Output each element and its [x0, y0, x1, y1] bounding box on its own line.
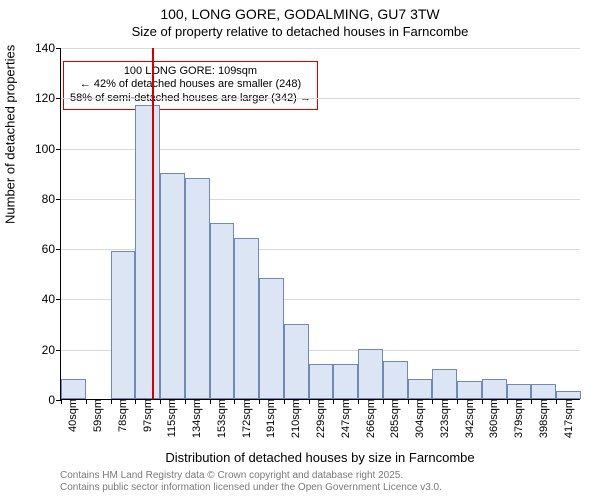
histogram-bar	[309, 364, 334, 399]
histogram-bar	[531, 384, 556, 399]
annotation-smaller: ← 42% of detached houses are smaller (24…	[70, 78, 311, 92]
histogram-bar	[333, 364, 358, 399]
x-tick-label: 417sqm	[563, 399, 575, 438]
histogram-bar	[210, 223, 235, 399]
y-tick-label: 140	[35, 41, 55, 55]
x-tick-label: 210sqm	[290, 399, 302, 438]
x-tick-mark	[333, 399, 334, 404]
y-tick-label: 0	[48, 393, 55, 407]
x-tick-mark	[457, 399, 458, 404]
x-tick-mark	[61, 399, 62, 404]
y-tick-label: 40	[42, 292, 55, 306]
histogram-bar	[507, 384, 532, 399]
x-tick-label: 304sqm	[414, 399, 426, 438]
histogram-bar	[185, 178, 210, 399]
x-tick-mark	[383, 399, 384, 404]
x-tick-label: 266sqm	[365, 399, 377, 438]
y-tick-label: 100	[35, 142, 55, 156]
histogram-bar	[160, 173, 185, 399]
plot-area: 100 LONG GORE: 109sqm ← 42% of detached …	[60, 48, 580, 400]
x-tick-label: 40sqm	[67, 399, 79, 432]
y-tick-mark	[56, 199, 61, 200]
x-axis-label: Distribution of detached houses by size …	[60, 450, 580, 465]
histogram-bar	[358, 349, 383, 399]
x-tick-label: 323sqm	[439, 399, 451, 438]
x-tick-label: 153sqm	[216, 399, 228, 438]
y-tick-label: 60	[42, 242, 55, 256]
histogram-bar	[284, 324, 309, 399]
x-tick-mark	[556, 399, 557, 404]
x-tick-mark	[259, 399, 260, 404]
x-tick-mark	[86, 399, 87, 404]
x-tick-label: 78sqm	[117, 399, 129, 432]
x-tick-mark	[507, 399, 508, 404]
histogram-bar	[556, 391, 581, 399]
histogram-bar	[482, 379, 507, 399]
x-tick-mark	[531, 399, 532, 404]
histogram-bar	[408, 379, 433, 399]
footer-line-2: Contains public sector information licen…	[60, 482, 442, 494]
x-tick-mark	[111, 399, 112, 404]
x-tick-mark	[284, 399, 285, 404]
histogram-bar	[457, 381, 482, 399]
x-tick-label: 97sqm	[142, 399, 154, 432]
histogram-bar	[61, 379, 86, 399]
y-tick-label: 20	[42, 343, 55, 357]
x-tick-mark	[408, 399, 409, 404]
x-tick-label: 360sqm	[488, 399, 500, 438]
property-size-histogram: 100, LONG GORE, GODALMING, GU7 3TW Size …	[0, 0, 600, 500]
x-tick-label: 285sqm	[389, 399, 401, 438]
x-tick-label: 134sqm	[191, 399, 203, 438]
property-marker-line	[152, 48, 154, 399]
chart-footer: Contains HM Land Registry data © Crown c…	[60, 470, 442, 494]
x-tick-label: 59sqm	[92, 399, 104, 432]
y-tick-label: 80	[42, 192, 55, 206]
gridline	[61, 98, 580, 99]
x-tick-mark	[160, 399, 161, 404]
x-tick-label: 172sqm	[241, 399, 253, 438]
histogram-bar	[432, 369, 457, 399]
x-tick-label: 191sqm	[265, 399, 277, 438]
y-tick-label: 120	[35, 91, 55, 105]
y-tick-mark	[56, 149, 61, 150]
x-tick-label: 342sqm	[464, 399, 476, 438]
histogram-bar	[383, 361, 408, 399]
x-tick-label: 247sqm	[340, 399, 352, 438]
histogram-bar	[259, 278, 284, 399]
y-tick-mark	[56, 350, 61, 351]
x-tick-mark	[185, 399, 186, 404]
x-tick-mark	[482, 399, 483, 404]
x-tick-label: 115sqm	[166, 399, 178, 437]
footer-line-1: Contains HM Land Registry data © Crown c…	[60, 470, 442, 482]
y-tick-mark	[56, 48, 61, 49]
marker-annotation-box: 100 LONG GORE: 109sqm ← 42% of detached …	[63, 61, 318, 110]
chart-title: 100, LONG GORE, GODALMING, GU7 3TW	[0, 6, 600, 22]
gridline	[61, 48, 580, 49]
x-tick-mark	[309, 399, 310, 404]
y-tick-mark	[56, 249, 61, 250]
x-tick-label: 379sqm	[513, 399, 525, 438]
histogram-bar	[111, 251, 136, 399]
x-tick-mark	[358, 399, 359, 404]
annotation-property: 100 LONG GORE: 109sqm	[70, 65, 311, 79]
histogram-bar	[135, 105, 160, 399]
chart-subtitle: Size of property relative to detached ho…	[0, 24, 600, 39]
x-tick-label: 229sqm	[315, 399, 327, 438]
y-tick-mark	[56, 98, 61, 99]
x-tick-mark	[234, 399, 235, 404]
histogram-bar	[234, 238, 259, 399]
x-tick-label: 398sqm	[538, 399, 550, 438]
y-tick-mark	[56, 299, 61, 300]
y-axis-label: Number of detached properties	[3, 45, 18, 224]
x-tick-mark	[432, 399, 433, 404]
x-tick-mark	[210, 399, 211, 404]
x-tick-mark	[135, 399, 136, 404]
